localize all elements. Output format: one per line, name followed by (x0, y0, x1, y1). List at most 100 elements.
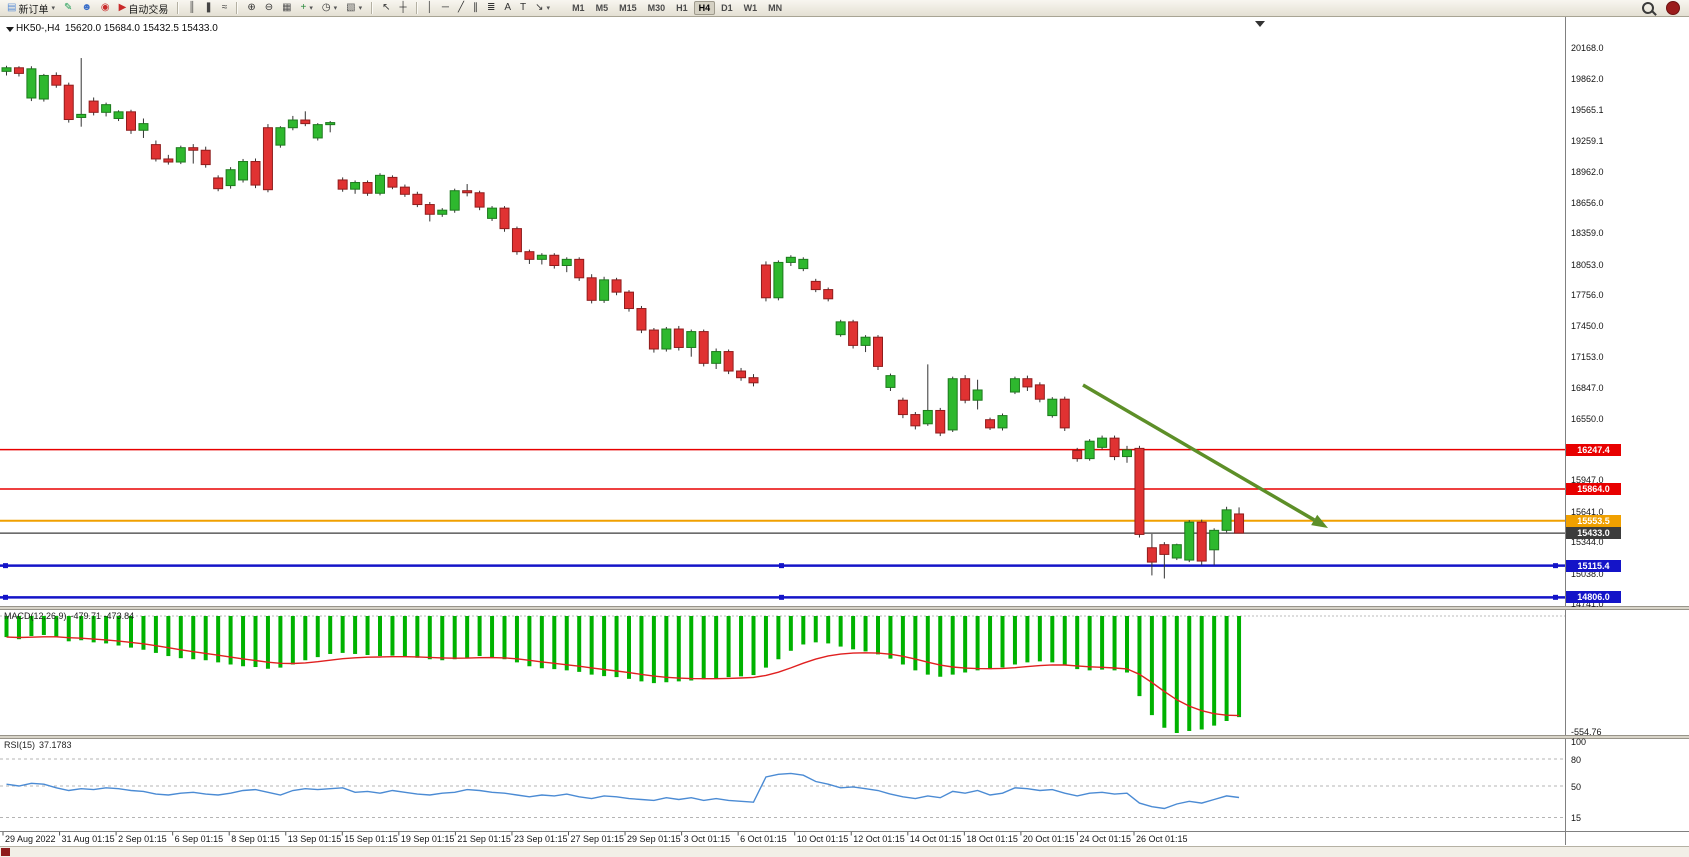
arrows-button[interactable]: ↘ ▾ (531, 0, 554, 16)
dropdown-caret-icon: ▾ (309, 5, 313, 12)
profile-button[interactable]: ☻ (77, 0, 96, 16)
timeframe-toolbar: M1 M5 M15 M30 H1 H4 D1 W1 MN (567, 1, 787, 15)
cursor-icon: ↖ (382, 2, 391, 13)
chart-ohlc-values: 15620.0 15684.0 15432.5 15433.0 (64, 23, 218, 34)
price-axis-label: 15038.0 (1571, 568, 1604, 579)
search-button[interactable] (1642, 2, 1654, 14)
signals-icon: ◉ (100, 2, 110, 13)
timeframe-mn[interactable]: MN (768, 3, 783, 13)
periods-icon: ◷ (321, 2, 331, 13)
macd-axis-label: -554.76 (1571, 727, 1602, 737)
rsi-axis-label: 100 (1571, 736, 1587, 747)
price-badge-14806.0: 14806.0 (1566, 591, 1621, 604)
bar-chart-button[interactable]: ║ (184, 0, 199, 16)
timeframe-m5[interactable]: M5 (595, 3, 609, 13)
autotrading-icon: ▶ (118, 2, 127, 13)
vertical-line-button[interactable]: │ (423, 0, 437, 16)
price-axis-label: 16847.0 (1571, 383, 1604, 394)
crosshair-button[interactable]: ┼ (396, 0, 411, 16)
price-axis-label: 19259.1 (1571, 136, 1604, 147)
text-icon: A (504, 2, 512, 13)
rsi-name: RSI(15) (4, 740, 36, 750)
line-chart-button[interactable]: ≈ (218, 0, 232, 16)
zoom-out-button[interactable]: ⊖ (261, 0, 277, 16)
vertical-line-icon: │ (426, 2, 433, 13)
trendline-button[interactable]: ╱ (454, 0, 468, 16)
line-chart-icon: ≈ (221, 2, 228, 13)
candlestick-chart-button[interactable]: ❚ (200, 0, 216, 16)
scroll-marker[interactable] (1, 848, 10, 856)
date-axis-label: 27 Sep 01:15 (570, 834, 625, 844)
toolbar-separator (236, 2, 239, 14)
price-axis-label: 15344.0 (1571, 537, 1604, 548)
hline-handle (779, 594, 784, 600)
bottom-strip (0, 846, 1689, 857)
dropdown-caret-icon: ▾ (51, 5, 55, 12)
price-axis-label: 19862.0 (1571, 74, 1604, 85)
periods-button[interactable]: ◷ ▾ (318, 0, 341, 16)
signals-button[interactable]: ◉ (97, 0, 114, 16)
horizontal-line-button[interactable]: ─ (438, 0, 453, 16)
timeframe-m1[interactable]: M1 (572, 3, 585, 13)
date-axis-label: 24 Oct 01:15 (1079, 834, 1131, 844)
templates-button[interactable]: ▧ ▾ (342, 0, 366, 16)
date-axis-label: 3 Oct 01:15 (683, 834, 731, 844)
macd-signal-line (6, 636, 1240, 717)
zoom-in-button[interactable]: ⊕ (243, 0, 259, 16)
price-axis-label: 14741.0 (1571, 599, 1604, 609)
price-badge-15553.5: 15553.5 (1566, 514, 1621, 527)
indicators-button[interactable]: + ▾ (297, 0, 317, 16)
timeframe-d1[interactable]: D1 (721, 3, 733, 13)
candlesticks (1, 58, 1245, 579)
dropdown-caret-icon: ▾ (358, 5, 363, 12)
tile-windows-button[interactable]: ▦ (278, 0, 295, 16)
trendline-icon: ╱ (457, 2, 464, 13)
date-axis-label: 31 Aug 01:15 (61, 834, 115, 844)
hline-handle (3, 594, 8, 600)
hline-handle (1553, 563, 1558, 569)
price-axis-label: 18359.0 (1571, 228, 1604, 239)
text-label-button[interactable]: T (516, 0, 530, 16)
pane-separator (0, 606, 1689, 610)
timeframe-w1[interactable]: W1 (743, 3, 758, 13)
new-order-icon: ▤ (7, 2, 17, 13)
new-order-button[interactable]: ▤ 新订单 ▾ (3, 0, 59, 16)
price-badge-15433.0: 15433.0 (1566, 527, 1621, 540)
timeframe-m30[interactable]: M30 (647, 3, 666, 13)
indicators-icon: + (300, 2, 307, 13)
price-axis-label: 18656.0 (1571, 197, 1604, 208)
dropdown-caret-icon: ▾ (546, 5, 551, 12)
fibonacci-button[interactable]: ≣ (483, 0, 499, 16)
charts-button[interactable]: ✎ (60, 0, 76, 16)
rsi-indicator-label: RSI(15) 37.1783 (4, 740, 72, 750)
pane-separator (0, 735, 1689, 739)
community-button[interactable] (1666, 1, 1680, 15)
autotrading-button[interactable]: ▶ 自动交易 (115, 0, 173, 16)
date-axis-label: 14 Oct 01:15 (909, 834, 962, 844)
toolbar: ▤ 新订单 ▾ ✎ ☻ ◉ ▶ 自动交易 ║ ❚ ≈ ⊕ ⊖ ▦ + ▾ ◷ ▾ ▧ ▾ ↖ ┼ │ ─ ╱ ∥ ≣ A T ↘ ▾ M1 M5… (0, 0, 1689, 17)
price-axis-label: 17450.0 (1571, 321, 1604, 332)
price-badge-15115.4: 15115.4 (1566, 559, 1621, 572)
price-axis-label: 15947.0 (1571, 475, 1604, 486)
timeframe-h4[interactable]: H4 (693, 1, 716, 15)
toolbar-separator (415, 2, 418, 14)
channel-button[interactable]: ∥ (469, 0, 482, 16)
timeframe-h1[interactable]: H1 (676, 3, 688, 13)
price-axis-label: 18962.0 (1571, 166, 1604, 177)
hline-handle (1553, 594, 1558, 600)
charts-icon: ✎ (63, 2, 73, 13)
timeframe-m15[interactable]: M15 (619, 3, 637, 13)
rsi-axis-label: 50 (1571, 781, 1582, 792)
macd-values: -479.71 -473.84 (70, 611, 135, 621)
candlestick-chart-icon: ❚ (204, 2, 213, 13)
price-axis-label: 16550.0 (1571, 413, 1604, 424)
price-axis-label: 19565.1 (1571, 104, 1604, 115)
text-button[interactable]: A (500, 0, 515, 16)
price-badge-16247.4: 16247.4 (1566, 443, 1621, 456)
macd-indicator (0, 615, 1565, 733)
chart-shift-marker (1255, 21, 1265, 27)
date-axis-label: 21 Sep 01:15 (457, 834, 511, 844)
cursor-button[interactable]: ↖ (378, 0, 394, 16)
